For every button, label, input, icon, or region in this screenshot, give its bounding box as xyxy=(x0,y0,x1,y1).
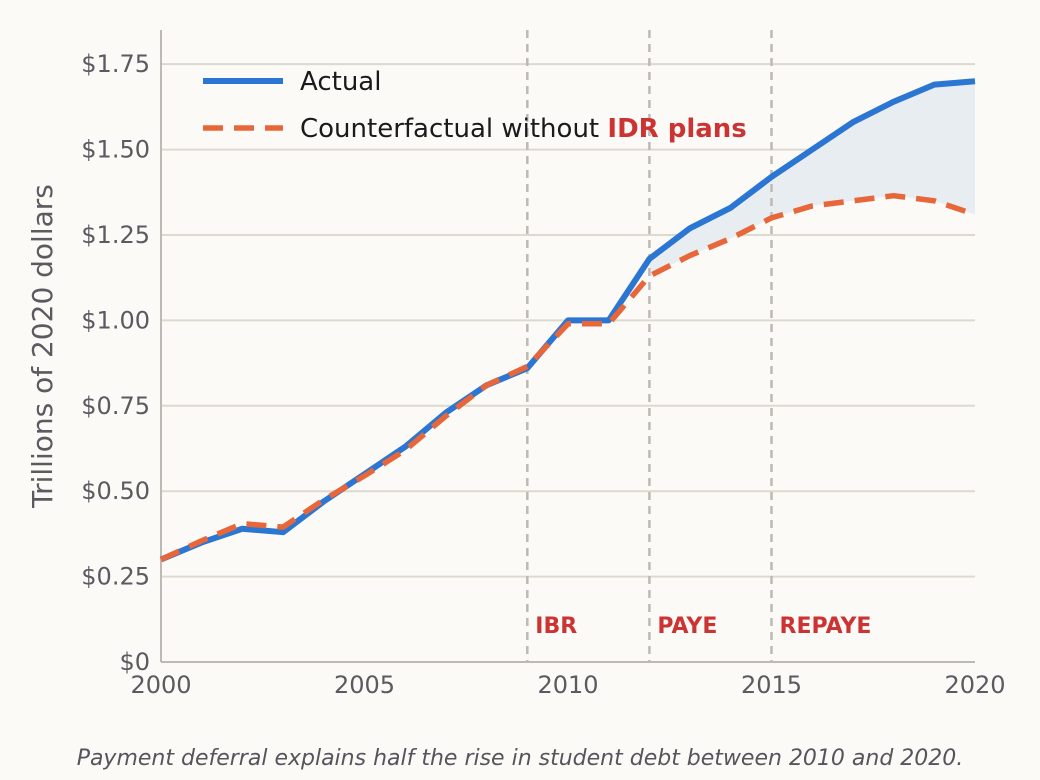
y-tick-label: $1.50 xyxy=(81,136,150,164)
legend-label-actual: Actual xyxy=(300,67,381,97)
legend-label-counterfactual-highlight: IDR plans xyxy=(607,114,746,144)
x-tick-label: 2015 xyxy=(741,671,802,699)
deferral-gap-area xyxy=(649,81,975,276)
y-tick-label: $1.00 xyxy=(81,306,150,334)
axes: $0 $0.25 $0.50 $0.75 $1.00 $1.25 $1.50 $1.75 200… xyxy=(81,30,1006,699)
gridlines xyxy=(161,63,975,578)
y-tick-label: $0.75 xyxy=(81,392,150,420)
policy-event-markers: IBR PAYE REPAYE xyxy=(526,30,872,662)
y-tick-label: $0.25 xyxy=(81,563,150,591)
y-tick-label: $0.50 xyxy=(81,477,150,505)
legend: Actual Counterfactual without IDR plans xyxy=(203,67,747,144)
x-tick-label: 2000 xyxy=(130,671,191,699)
legend-label-counterfactual: Counterfactual without IDR plans xyxy=(300,114,747,144)
y-tick-label: $1.25 xyxy=(81,221,150,249)
event-label: IBR xyxy=(535,614,577,639)
event-label: PAYE xyxy=(657,614,717,639)
x-tick-label: 2010 xyxy=(537,671,598,699)
x-tick-label: 2005 xyxy=(334,671,395,699)
y-tick-label: $1.75 xyxy=(81,50,150,78)
legend-label-counterfactual-prefix: Counterfactual without xyxy=(300,114,607,144)
chart-caption: Payment deferral explains half the rise … xyxy=(77,746,964,771)
y-tick-label: $0 xyxy=(119,648,150,676)
event-label: REPAYE xyxy=(780,614,872,639)
series-line-actual xyxy=(159,78,976,563)
data-series xyxy=(159,78,976,563)
y-axis-label: Trillions of 2020 dollars xyxy=(26,184,59,509)
x-tick-label: 2020 xyxy=(944,671,1005,699)
series-line-counterfactual xyxy=(159,192,976,563)
